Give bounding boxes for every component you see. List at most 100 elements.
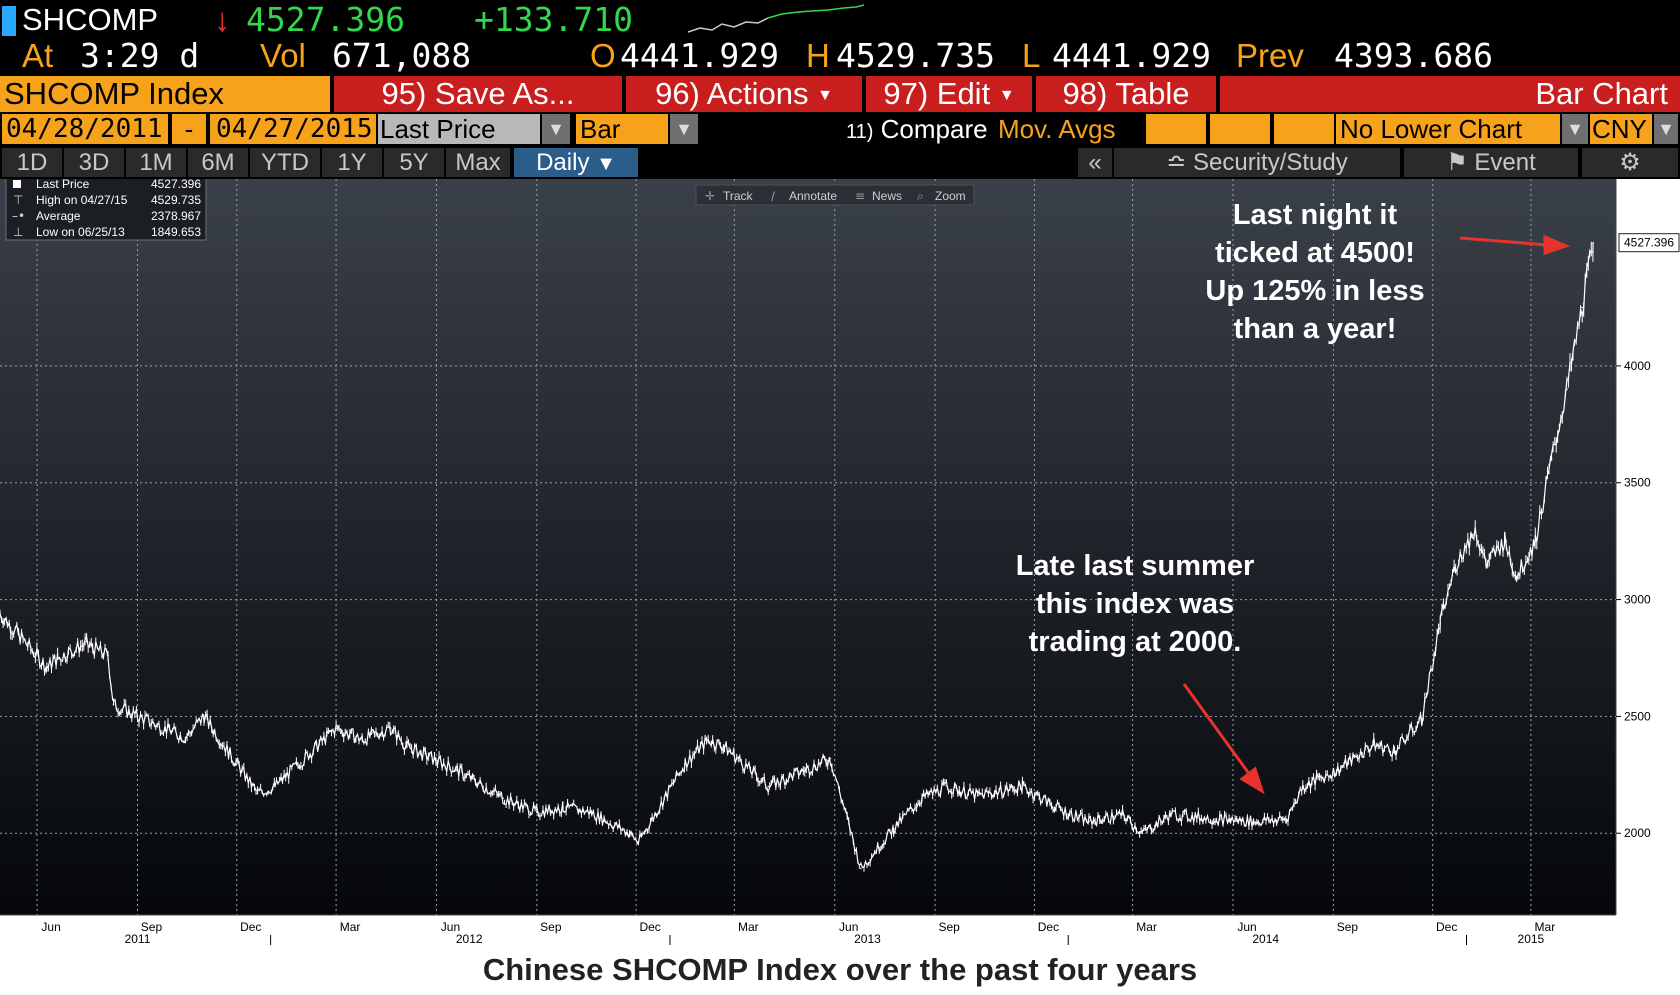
track-icon: ✛: [705, 189, 715, 203]
y-tick-label: 3000: [1624, 593, 1651, 607]
x-month-label: Sep: [540, 920, 562, 934]
x-axis-panel: [0, 915, 1680, 945]
ticker-marker: [2, 6, 16, 36]
data-point: [707, 739, 709, 741]
gear-icon[interactable]: ⚙: [1582, 148, 1678, 177]
period-tab-6m[interactable]: 6M: [188, 148, 248, 177]
data-point: [184, 736, 187, 739]
y-tick-label: 4000: [1624, 359, 1651, 373]
x-month-label: Dec: [1436, 920, 1457, 934]
annotation-top-line-1: Last night it: [1233, 199, 1398, 231]
zoom-icon: ⌕: [917, 189, 924, 203]
legend-high-icon: ⊤: [13, 193, 23, 207]
period-tab-1y[interactable]: 1Y: [322, 148, 382, 177]
event-button[interactable]: ⚑ Event: [1404, 148, 1578, 177]
security-study-button[interactable]: ≏ Security/Study: [1114, 148, 1400, 177]
compare-number: 11): [846, 121, 874, 143]
data-point: [829, 757, 832, 760]
x-month-label: Mar: [1535, 920, 1556, 934]
legend-last-price-value: 4527.396: [151, 179, 201, 191]
actions-caret-icon: ▼: [817, 86, 833, 104]
currency-dropdown-icon[interactable]: ▼: [1654, 114, 1678, 144]
news-tool[interactable]: News: [872, 189, 902, 203]
annotation-bottom-line-2: this index was: [1036, 588, 1234, 620]
actions-label: 96) Actions: [655, 76, 809, 111]
data-point: [389, 727, 392, 729]
data-point: [1285, 818, 1288, 820]
lower-chart-select[interactable]: No Lower Chart: [1336, 114, 1560, 144]
data-point: [361, 739, 364, 741]
collapse-toolbar-button[interactable]: «: [1078, 148, 1112, 177]
moving-averages-field[interactable]: Mov. Avgs: [998, 114, 1144, 144]
legend-box-bg: [5, 179, 207, 241]
table-button[interactable]: 98) Table: [1036, 76, 1216, 112]
prev-value: 4393.686: [1334, 36, 1493, 75]
period-tab-ytd[interactable]: YTD: [250, 148, 320, 177]
price-chart[interactable]: 2000 2500 3000 3500 4000 Jun Sep Dec Mar Jun Sep D…: [0, 179, 1680, 945]
news-icon: ≡: [855, 189, 865, 203]
annotation-top-line-2: ticked at 4500!: [1215, 237, 1415, 269]
legend-high-label: High on 04/27/15: [36, 193, 128, 207]
annotation-arrows: [1182, 234, 1571, 795]
data-point: [0, 612, 1, 615]
settings-blank-2[interactable]: [1210, 114, 1270, 144]
period-tab-3d[interactable]: 3D: [64, 148, 124, 177]
quote-time: 3:29 d: [80, 36, 200, 75]
data-point: [456, 769, 459, 771]
intraday-sparkline: [688, 4, 865, 33]
price-field-dropdown-icon[interactable]: ▼: [542, 114, 570, 144]
annotate-tool[interactable]: Annotate: [789, 189, 837, 203]
x-month-label: Dec: [639, 920, 660, 934]
data-point: [1302, 785, 1304, 788]
legend-average-value: 2378.967: [151, 209, 201, 223]
frequency-select[interactable]: Daily ▼: [514, 148, 638, 177]
function-toolbar: SHCOMP Index 95) Save As... 96) Actions …: [0, 76, 1680, 112]
edit-menu[interactable]: 97) Edit ▼: [866, 76, 1032, 112]
chart-style-dropdown-icon[interactable]: ▼: [670, 114, 698, 144]
time-label: At: [22, 37, 54, 74]
y-tick-label: 2000: [1624, 826, 1651, 840]
zoom-tool[interactable]: Zoom: [935, 189, 966, 203]
data-point: [1373, 743, 1375, 746]
x-month-label: Jun: [1237, 920, 1256, 934]
currency-select[interactable]: CNY: [1590, 114, 1652, 144]
x-month-label: Mar: [340, 920, 361, 934]
flag-icon: ⚑: [1446, 149, 1468, 176]
x-year-label: 2013: [854, 932, 881, 945]
last-price-tag-value: 4527.396: [1624, 236, 1674, 250]
y-axis-panel: [1616, 179, 1680, 915]
data-point: [628, 832, 631, 834]
legend-last-price-label: Last Price: [36, 179, 90, 191]
data-point: [1337, 769, 1339, 771]
low-label: L: [1022, 37, 1041, 74]
y-axis-ticks: 2000 2500 3000 3500 4000: [1616, 359, 1651, 840]
end-date-field[interactable]: 04/27/2015: [210, 114, 376, 144]
x-month-label: Mar: [1136, 920, 1157, 934]
settings-blank-3[interactable]: [1274, 114, 1334, 144]
x-year-label: 2015: [1518, 932, 1545, 945]
track-tool[interactable]: Track: [723, 189, 754, 203]
compare-button[interactable]: 11) Compare: [846, 114, 996, 144]
actions-menu[interactable]: 96) Actions ▼: [626, 76, 862, 112]
chart-tool-strip: Track Annotate News Zoom ✛ ∕ ≡ ⌕: [695, 184, 975, 206]
last-price-tag: 4527.396: [1618, 233, 1680, 253]
save-as-button[interactable]: 95) Save As...: [334, 76, 622, 112]
period-tab-1m[interactable]: 1M: [126, 148, 186, 177]
lower-chart-dropdown-icon[interactable]: ▼: [1562, 114, 1588, 144]
price-field-select[interactable]: Last Price: [378, 114, 540, 144]
x-year-label: 2012: [456, 932, 483, 945]
period-tab-1d[interactable]: 1D: [2, 148, 62, 177]
period-tab-max[interactable]: Max: [446, 148, 510, 177]
data-point: [107, 654, 109, 657]
event-label: Event: [1474, 149, 1536, 176]
period-tab-5y[interactable]: 5Y: [384, 148, 444, 177]
arrow-top-head-icon: [1543, 234, 1571, 256]
security-name[interactable]: SHCOMP Index: [0, 76, 330, 112]
ticker-symbol[interactable]: SHCOMP: [22, 2, 159, 37]
data-point: [1170, 813, 1172, 816]
start-date-field[interactable]: 04/28/2011: [2, 114, 168, 144]
settings-blank-1[interactable]: [1146, 114, 1206, 144]
chart-style-select[interactable]: Bar: [576, 114, 668, 144]
legend-high-value: 4529.735: [151, 193, 201, 207]
